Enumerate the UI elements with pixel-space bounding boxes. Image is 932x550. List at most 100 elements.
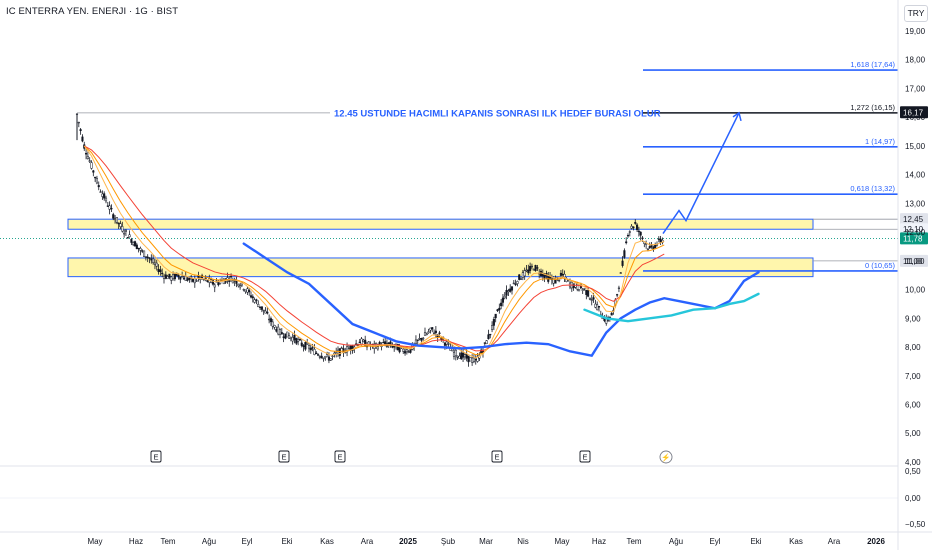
candle-body — [463, 354, 466, 358]
candle-body — [99, 191, 102, 193]
lightning-marker — [659, 450, 673, 464]
candle-body — [90, 162, 93, 169]
candle-body — [177, 275, 180, 278]
candle-body — [617, 287, 620, 289]
candle-body — [590, 299, 593, 301]
ema-line — [83, 145, 665, 356]
price-label: 11,78 — [903, 234, 923, 243]
lightning-icon: ⚡ — [661, 453, 670, 462]
projection-arrowhead — [732, 111, 742, 122]
y-tick-label: 12,00 — [905, 228, 926, 237]
candle-body — [402, 348, 405, 352]
candle-body — [525, 269, 528, 272]
candle-body — [318, 356, 321, 358]
candle-body — [329, 358, 332, 361]
candle-body — [94, 176, 97, 179]
candle-body — [469, 357, 472, 362]
candle-body — [333, 352, 336, 355]
earnings-marker-label: E — [281, 453, 286, 462]
candle-body — [150, 258, 153, 261]
x-tick-label: Tem — [160, 537, 175, 546]
candle-body — [164, 274, 167, 279]
candle-body — [228, 280, 231, 282]
candle-body — [445, 341, 448, 345]
support-resistance-zone — [67, 218, 814, 230]
candle-body — [509, 288, 512, 292]
event-markers: E E E E E ⚡ — [150, 450, 673, 464]
x-tick-label: Ağu — [202, 537, 216, 546]
candle-body — [257, 304, 260, 308]
candle-body — [137, 247, 140, 250]
candle-body — [507, 290, 510, 292]
candle-body — [143, 250, 146, 257]
candle-body — [474, 358, 477, 361]
candle-body — [616, 294, 619, 296]
candle-body — [104, 197, 108, 202]
candle-body — [259, 306, 262, 308]
y-tick-label: 8,00 — [905, 343, 921, 352]
earnings-marker-label: E — [153, 453, 158, 462]
candle-body — [273, 325, 276, 328]
moving-average-line — [583, 292, 760, 323]
price-label: 11,00 — [903, 257, 923, 266]
y-tick-label: 15,00 — [905, 142, 926, 151]
candle-body — [144, 256, 147, 258]
candle-body — [146, 256, 149, 259]
currency-badge[interactable]: TRY — [904, 5, 928, 22]
candle-body — [585, 289, 588, 295]
candle-body — [97, 185, 100, 188]
candle-body — [130, 239, 133, 243]
candle-body — [133, 241, 137, 247]
y-tick-label: 16,00 — [905, 113, 926, 122]
candle-body — [362, 339, 365, 342]
fib-level-label: 0 (10,65) — [865, 261, 896, 270]
candle-body — [628, 231, 631, 233]
candle-body — [416, 339, 419, 341]
candle-body — [623, 250, 626, 258]
y-tick-label: 9,00 — [905, 314, 921, 323]
candle-body — [249, 295, 253, 298]
earnings-marker — [150, 450, 162, 463]
candle-body — [266, 311, 269, 314]
price-label: 16,17 — [903, 108, 924, 117]
candle-body — [168, 273, 171, 278]
candle-body — [289, 336, 292, 339]
candle-body — [563, 273, 566, 278]
candle-body — [543, 275, 546, 279]
candle-body — [128, 234, 131, 238]
candle-body — [297, 339, 300, 342]
candle-body — [248, 290, 251, 293]
candle-body — [462, 352, 465, 358]
candle-body — [434, 330, 437, 333]
candle-body — [429, 327, 432, 331]
y-tick-label: 6,00 — [905, 400, 921, 409]
price-label: 12,45 — [903, 215, 924, 224]
x-tick-label: Tem — [626, 537, 641, 546]
candle-body — [306, 342, 309, 345]
candle-body — [485, 340, 488, 345]
candle-body — [516, 281, 519, 284]
candle-body — [88, 160, 91, 162]
candle-body — [278, 329, 282, 335]
candle-body — [204, 277, 207, 279]
x-tick-label: Eyl — [709, 537, 720, 546]
candle-body — [452, 351, 456, 357]
candle-body — [659, 238, 662, 243]
y-tick-label: 11,00 — [905, 257, 925, 266]
candle-body — [117, 222, 120, 225]
candle-body — [213, 284, 216, 288]
candle-body — [583, 288, 586, 290]
candle-body — [275, 328, 278, 332]
earnings-marker — [491, 450, 503, 463]
candle-body — [498, 307, 501, 311]
candle-body — [454, 349, 457, 356]
price-label-bg — [900, 223, 928, 236]
candle-body — [433, 332, 436, 335]
candle-body — [280, 332, 283, 335]
candle-body — [253, 299, 256, 303]
osc-tick-label: 0,50 — [905, 467, 921, 476]
x-tick-label: Eki — [750, 537, 761, 546]
x-tick-label: 2025 — [399, 537, 417, 546]
